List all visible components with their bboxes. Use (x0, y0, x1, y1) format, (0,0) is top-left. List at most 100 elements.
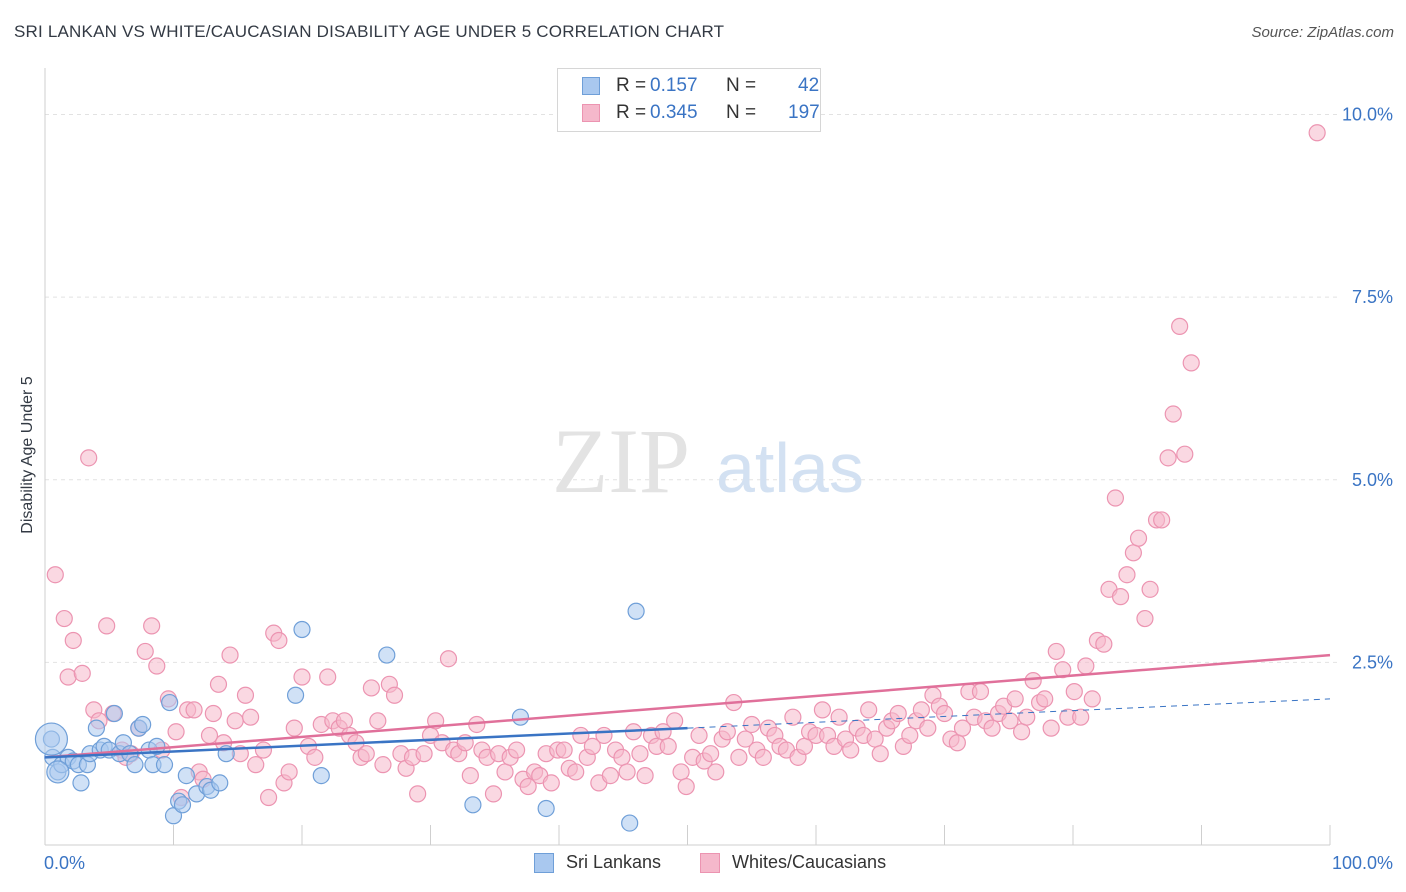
x-ticks (173, 825, 1331, 845)
data-point-white (659, 737, 677, 755)
data-point-white (1164, 405, 1182, 423)
data-point-white (889, 704, 907, 723)
y-tick-label: 7.5% (1352, 287, 1393, 307)
data-point-white (677, 777, 695, 796)
data-point-white (55, 609, 73, 628)
data-point-white (707, 763, 725, 781)
data-point-white (953, 719, 972, 737)
data-point-white (136, 642, 154, 661)
data-point-white (935, 704, 954, 723)
data-point-white (319, 668, 337, 686)
data-point-white (306, 748, 324, 766)
data-point-white (736, 730, 754, 748)
data-point-white (1111, 588, 1130, 606)
data-point-sri-lankan (211, 774, 229, 792)
data-point-sri-lankan (148, 737, 166, 755)
data-point-white (971, 682, 990, 701)
data-point-white (1036, 690, 1054, 708)
data-point-sri-lankan-large (46, 760, 70, 784)
data-point-sri-lankan-large (34, 722, 69, 756)
data-point-white (64, 631, 82, 650)
data-point-white (254, 741, 273, 759)
data-point-white (613, 748, 631, 766)
legend-swatch-blue (582, 77, 600, 95)
series-sri-lankans (34, 602, 645, 832)
y-tick-label: 5.0% (1352, 470, 1393, 490)
data-point-white (167, 723, 185, 741)
trend-line-whites (44, 653, 1331, 759)
data-point-white (369, 712, 387, 730)
data-point-white (583, 737, 602, 755)
data-point-white (1018, 708, 1036, 726)
data-point-white (59, 668, 77, 686)
data-point-white (813, 701, 832, 719)
data-point-white (784, 708, 802, 726)
series-swatch-blue (534, 853, 554, 873)
data-point-white (439, 650, 458, 668)
data-point-white (519, 777, 537, 796)
legend-r-value: 0.345 (650, 102, 698, 123)
data-point-white (1024, 672, 1042, 690)
data-point-white (1042, 719, 1060, 737)
data-point-white (374, 756, 392, 774)
data-point-white (226, 712, 244, 730)
legend-r-value: 0.157 (650, 75, 698, 96)
series-label: Sri Lankans (566, 852, 662, 872)
data-point-white (542, 774, 560, 792)
data-point-white (484, 785, 503, 803)
data-point-white (672, 763, 690, 781)
watermark-atlas: atlas (716, 429, 864, 507)
data-point-white (204, 704, 222, 723)
data-point-white (702, 745, 720, 763)
data-point-white (1001, 712, 1019, 730)
data-point-white (1012, 723, 1031, 741)
data-point-white (730, 748, 748, 766)
data-point-white (185, 701, 203, 719)
data-point-white (754, 748, 772, 766)
data-point-white (98, 617, 116, 635)
data-point-white (572, 726, 590, 745)
series-label: Whites/Caucasians (732, 852, 887, 872)
legend-n-label: N = (726, 102, 757, 123)
data-point-sri-lankan (161, 693, 179, 712)
data-point-white (221, 646, 239, 664)
data-point-sri-lankan (177, 767, 195, 785)
data-point-sri-lankan (464, 796, 482, 814)
data-point-white (1129, 529, 1148, 547)
data-point-white (409, 785, 427, 803)
data-point-sri-lankan (105, 704, 123, 723)
data-point-white (1308, 124, 1326, 142)
data-point-white (1153, 511, 1171, 529)
data-point-white (631, 745, 649, 763)
trend-line-sri-lankans (44, 726, 688, 759)
data-point-white (1077, 657, 1095, 675)
data-point-white (80, 449, 98, 467)
data-point-white (73, 664, 91, 682)
data-point-white (496, 763, 514, 781)
data-point-white (270, 631, 288, 650)
correlation-legend: R = 0.157 N = 42 R = 0.345 N = 197 (557, 68, 821, 132)
data-point-white (1072, 708, 1090, 726)
data-point-white (743, 715, 761, 734)
data-point-white (601, 767, 620, 785)
trend-line-sri-lankans-extension (687, 698, 1331, 729)
data-point-white (842, 741, 860, 759)
data-point-white (1095, 635, 1113, 653)
data-point-white (293, 668, 311, 686)
data-point-white (983, 719, 1001, 737)
data-point-sri-lankan (511, 708, 530, 726)
data-point-sri-lankan (72, 774, 90, 792)
gridlines (45, 114, 1340, 663)
watermark-zip: ZIP (552, 410, 690, 512)
data-point-white (280, 763, 298, 781)
data-point-white (595, 726, 613, 745)
data-point-white (636, 767, 654, 785)
data-point-white (1182, 354, 1200, 372)
data-point-sri-lankan (87, 719, 106, 737)
legend-n-value: 42 (798, 75, 820, 96)
data-point-sri-lankan (378, 646, 396, 664)
data-point-white (901, 726, 919, 745)
data-point-sri-lankan (312, 767, 330, 785)
data-point-white (1176, 445, 1194, 463)
